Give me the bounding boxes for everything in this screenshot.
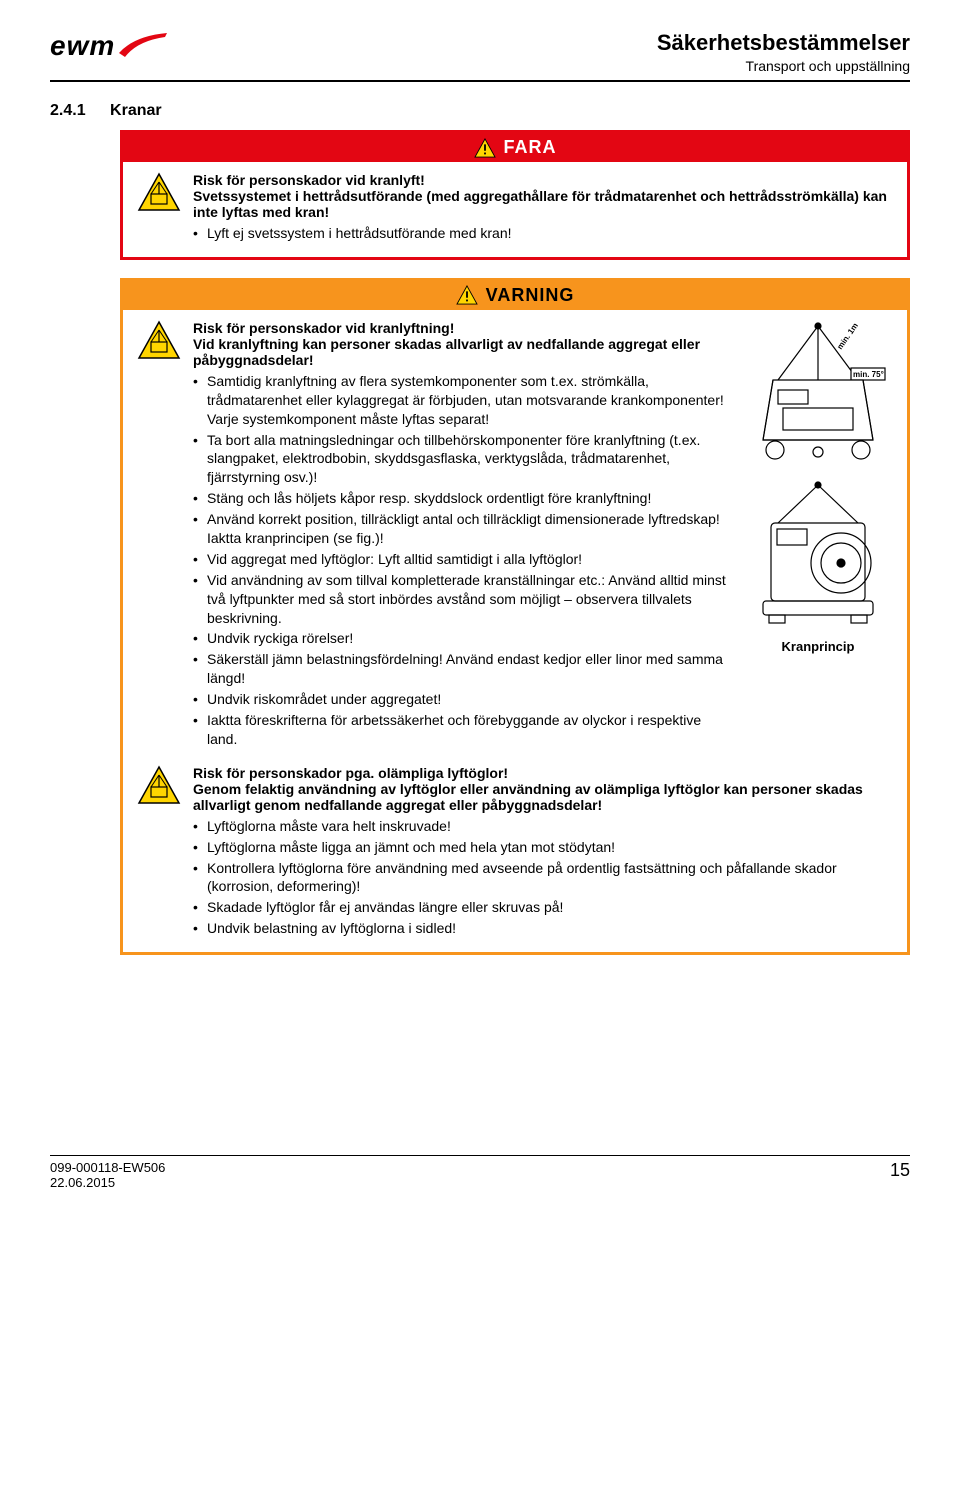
warning-bullets-1: Samtidig kranlyftning av flera systemkom… (193, 372, 733, 749)
danger-box: FARA Risk för personskador vid kranlyft!… (120, 130, 910, 260)
danger-header: FARA (123, 133, 907, 162)
logo: ewm (50, 30, 169, 62)
page: ewm Säkerhetsbestämmelser Transport och … (0, 0, 960, 1220)
danger-bullets: Lyft ej svetssystem i hettrådsutförande … (193, 224, 893, 243)
page-footer: 099-000118-EW506 22.06.2015 15 (50, 1155, 910, 1190)
section-title: Kranar (110, 102, 162, 119)
warning-triangle-icon (456, 285, 478, 305)
list-item: Undvik belastning av lyftöglorna i sidle… (193, 919, 893, 938)
list-item: Vid aggregat med lyftöglor: Lyft alltid … (193, 550, 733, 569)
warning-block-1-content: Risk för personskador vid kranlyftning! … (193, 320, 893, 751)
danger-content: Risk för personskador vid kranlyft! Svet… (193, 172, 893, 245)
warning-heading-2: Risk för personskador pga. olämpliga lyf… (193, 765, 893, 781)
section-heading: 2.4.1 Kranar (50, 102, 910, 120)
danger-lead: Svetssystemet i hettrådsutförande (med a… (193, 188, 893, 220)
header-right: Säkerhetsbestämmelser Transport och upps… (657, 30, 910, 74)
list-item: Lyftöglorna måste ligga an jämnt och med… (193, 838, 893, 857)
crane-hazard-icon (137, 320, 181, 751)
list-item: Undvik riskområdet under aggregatet! (193, 690, 733, 709)
list-item: Lyft ej svetssystem i hettrådsutförande … (193, 224, 893, 243)
page-header: ewm Säkerhetsbestämmelser Transport och … (50, 30, 910, 82)
list-item: Skadade lyftöglor får ej användas längre… (193, 898, 893, 917)
list-item: Ta bort alla matningsledningar och tillb… (193, 431, 733, 488)
warning-body: Risk för personskador vid kranlyftning! … (123, 310, 907, 952)
page-title: Säkerhetsbestämmelser (657, 30, 910, 56)
list-item: Kontrollera lyftöglorna före användning … (193, 859, 893, 897)
warning-triangle-icon (474, 138, 496, 158)
logo-text: ewm (50, 30, 115, 62)
warning-lead-2: Genom felaktig användning av lyftöglor e… (193, 781, 893, 813)
danger-heading: Risk för personskador vid kranlyft! (193, 172, 893, 188)
danger-label: FARA (504, 137, 557, 158)
warning-bullets-2: Lyftöglorna måste vara helt inskruvade! … (193, 817, 893, 938)
section-number: 2.4.1 (50, 102, 86, 119)
warning-block-2: Risk för personskador pga. olämpliga lyf… (137, 765, 893, 940)
logo-swoosh-icon (119, 31, 169, 61)
list-item: Säkerställ jämn belastningsfördelning! A… (193, 650, 733, 688)
fig-note-angle: min. 75° (853, 370, 884, 379)
figure-label: Kranprincip (743, 639, 893, 654)
list-item: Undvik ryckiga rörelser! (193, 629, 733, 648)
doc-date: 22.06.2015 (50, 1175, 165, 1190)
warning-lead-1: Vid kranlyftning kan personer skadas all… (193, 336, 733, 368)
list-item: Använd korrekt position, tillräckligt an… (193, 510, 733, 548)
doc-number: 099-000118-EW506 (50, 1160, 165, 1175)
page-subtitle: Transport och uppställning (657, 58, 910, 74)
crane-hazard-icon (137, 172, 181, 245)
crane-principle-figure: min. 1m min. 75° (743, 320, 893, 630)
warning-label: VARNING (486, 285, 575, 306)
figure-column: min. 1m min. 75° (743, 320, 893, 751)
warning-header: VARNING (123, 281, 907, 310)
warning-block-1: Risk för personskador vid kranlyftning! … (137, 320, 893, 751)
warning-block-2-content: Risk för personskador pga. olämpliga lyf… (193, 765, 893, 940)
list-item: Samtidig kranlyftning av flera systemkom… (193, 372, 733, 429)
danger-body: Risk för personskador vid kranlyft! Svet… (123, 162, 907, 257)
list-item: Iaktta föreskrifterna för arbetssäkerhet… (193, 711, 733, 749)
page-number: 15 (890, 1160, 910, 1181)
crane-hazard-icon (137, 765, 181, 940)
list-item: Stäng och lås höljets kåpor resp. skydds… (193, 489, 733, 508)
list-item: Vid användning av som tillval kompletter… (193, 571, 733, 628)
warning-box: VARNING Risk för personskador vid kran (120, 278, 910, 955)
footer-left: 099-000118-EW506 22.06.2015 (50, 1160, 165, 1190)
fig-note-top: min. 1m (835, 321, 860, 351)
list-item: Lyftöglorna måste vara helt inskruvade! (193, 817, 893, 836)
warning-heading-1: Risk för personskador vid kranlyftning! (193, 320, 733, 336)
warning-text-column: Risk för personskador vid kranlyftning! … (193, 320, 733, 751)
